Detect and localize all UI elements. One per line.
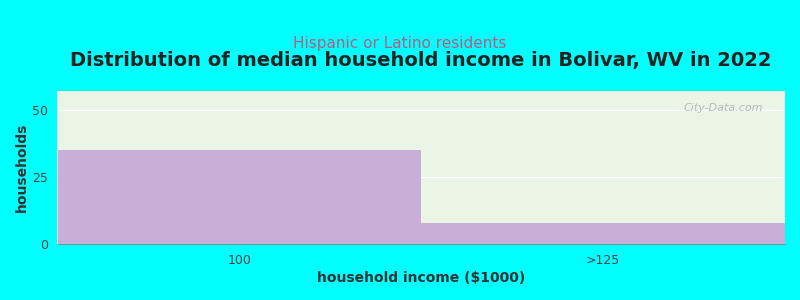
Bar <box>422 223 785 244</box>
Y-axis label: households: households <box>15 123 29 212</box>
Bar <box>58 150 422 244</box>
Title: Distribution of median household income in Bolivar, WV in 2022: Distribution of median household income … <box>70 51 772 70</box>
Text: Hispanic or Latino residents: Hispanic or Latino residents <box>294 36 506 51</box>
X-axis label: household income ($1000): household income ($1000) <box>317 271 526 285</box>
Text: City-Data.com: City-Data.com <box>684 103 763 113</box>
